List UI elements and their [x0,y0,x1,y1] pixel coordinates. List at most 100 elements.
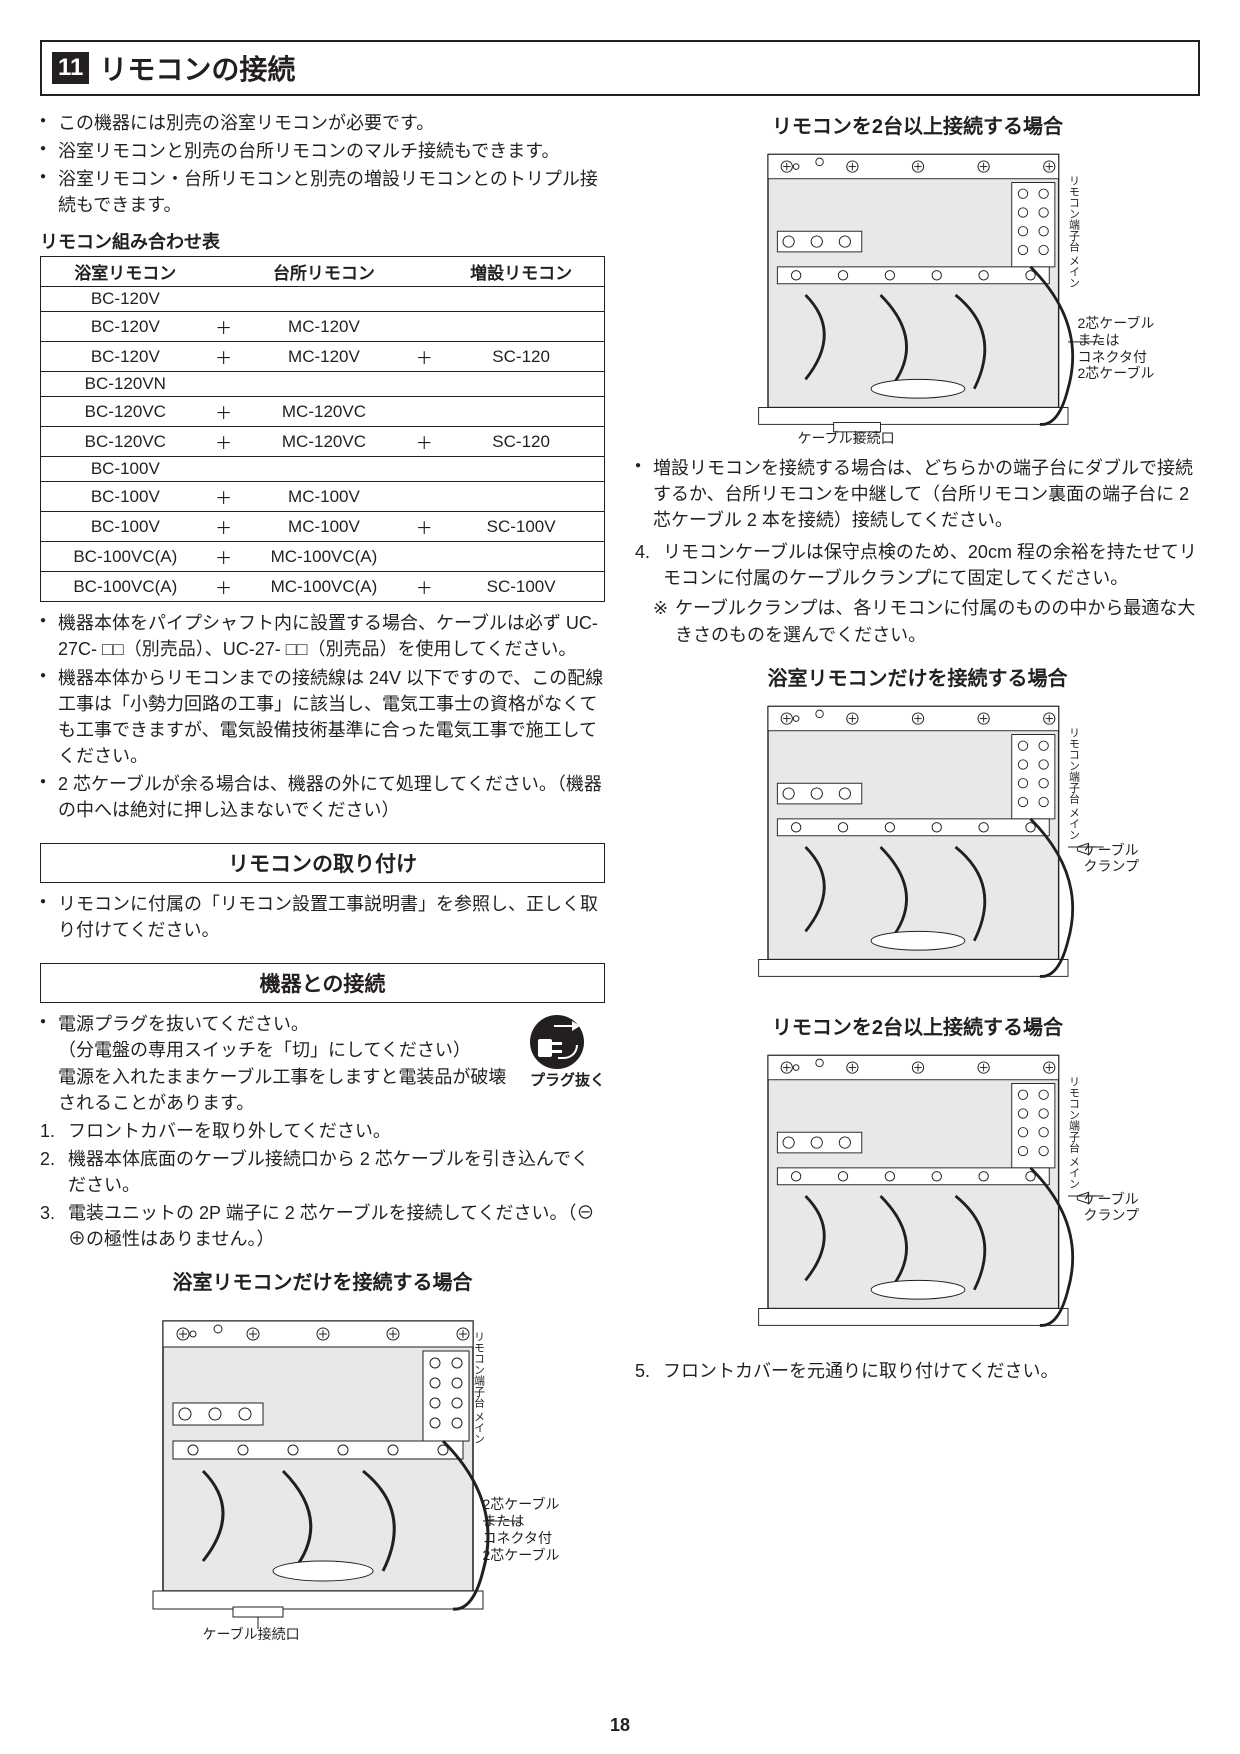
table-cell: ＋ [210,312,238,342]
table-cell: ＋ [410,512,438,542]
table-cell: BC-120V [41,342,210,372]
combination-table: 浴室リモコン 台所リモコン 増設リモコン BC-120VBC-120V＋MC-1… [40,256,605,602]
th-ext: 増設リモコン [438,257,604,287]
step4-note: ※ケーブルクランプは、各リモコンに付属のものの中から最適な大きさのものを選んでく… [635,595,1200,647]
sub-hdr-multi-top: リモコンを2台以上接続する場合 [635,110,1200,139]
table-cell: SC-120 [438,427,604,457]
sub-hdr-bath-only: 浴室リモコンだけを接続する場合 [40,1266,605,1295]
table-cell: BC-120VN [41,372,210,397]
table-cell [438,372,604,397]
after-table-bullet: 機器本体からリモコンまでの接続線は 24V 以下ですので、この配線工事は「小勢力… [40,665,605,769]
table-cell [410,287,438,312]
diagram-label-vertical: リモコン端子台 メイン [1066,1076,1079,1189]
step-item: 5.フロントカバーを元通りに取り付けてください。 [635,1358,1200,1384]
table-cell: ＋ [210,512,238,542]
intro-bullet: 浴室リモコンと別売の台所リモコンのマルチ接続もできます。 [40,138,605,164]
sub-hdr-bath-only-right: 浴室リモコンだけを接続する場合 [635,662,1200,691]
table-cell: BC-100VC(A) [41,542,210,572]
table-cell: ＋ [410,342,438,372]
table-cell: MC-120V [238,342,411,372]
page-title: 11 リモコンの接続 [40,40,1200,96]
table-cell [238,287,411,312]
diagram-label: ケーブルクランプ [1084,1191,1174,1225]
table-cell: BC-120V [41,312,210,342]
diagram-label: ケーブル接続口 [203,1626,300,1643]
table-cell [210,287,238,312]
right-column: リモコンを2台以上接続する場合 2芯ケーブルまたはコネクタ付2芯ケーブルケーブル… [635,110,1200,1641]
install-bullets: リモコンに付属の「リモコン設置工事説明書」を参照し、正しく取り付けてください。 [40,891,605,943]
sub-hdr-multi-bottom: リモコンを2台以上接続する場合 [635,1011,1200,1040]
table-cell [410,542,438,572]
step-item: 1.フロントカバーを取り外してください。 [40,1118,605,1144]
connect-bullets: 電源プラグを抜いてください。 （分電盤の専用スイッチを「切」にしてください） 電… [40,1011,605,1115]
table-cell: ＋ [210,572,238,602]
table-cell [438,542,604,572]
table-cell [410,372,438,397]
table-cell [438,457,604,482]
section-title-text: リモコンの接続 [99,48,295,88]
table-cell [238,372,411,397]
diagram-multi-bottom: ケーブルクランプリモコン端子台 メイン [718,1046,1118,1346]
intro-bullet: この機器には別売の浴室リモコンが必要です。 [40,110,605,136]
table-cell: BC-120VC [41,427,210,457]
table-cell: BC-100V [41,512,210,542]
table-cell: MC-100V [238,512,411,542]
table-cell [438,397,604,427]
intro-bullet: 浴室リモコン・台所リモコンと別売の増設リモコンとのトリプル接続もできます。 [40,166,605,218]
right-bullets: 増設リモコンを接続する場合は、どちらかの端子台にダブルで接続するか、台所リモコン… [635,455,1200,533]
table-cell [410,482,438,512]
table-cell [410,457,438,482]
table-cell: MC-120VC [238,427,411,457]
th-sep [210,257,238,287]
diagram-label-vertical: リモコン端子台 メイン [1066,727,1079,840]
diagram-multi-top: 2芯ケーブルまたはコネクタ付2芯ケーブルケーブル接続口リモコン端子台 メイン [718,145,1118,445]
page-number: 18 [0,1715,1240,1736]
after-table-bullet: 2 芯ケーブルが余る場合は、機器の外にて処理してください。（機器の中へは絶対に押… [40,771,605,823]
table-cell: ＋ [210,482,238,512]
step-item: 3.電装ユニットの 2P 端子に 2 芯ケーブルを接続してください。（⊖ ⊕の極… [40,1200,605,1252]
diagram-bath-only-left: 2芯ケーブルまたはコネクタ付2芯ケーブルケーブル接続口リモコン端子台 メイン [123,1301,523,1641]
table-cell: ＋ [210,427,238,457]
intro-bullets: この機器には別売の浴室リモコンが必要です。 浴室リモコンと別売の台所リモコンのマ… [40,110,605,218]
diagram-label-vertical: リモコン端子台 メイン [471,1331,484,1444]
table-cell [438,312,604,342]
after-table-bullet: 機器本体をパイプシャフト内に設置する場合、ケーブルは必ず UC-27C- □□（… [40,610,605,662]
table-cell: MC-100V [238,482,411,512]
table-cell: ＋ [410,572,438,602]
table-cell: SC-100V [438,512,604,542]
diagram-bath-only-right: ケーブルクランプリモコン端子台 メイン [718,697,1118,997]
table-cell [438,482,604,512]
table-cell [410,397,438,427]
th-kitchen: 台所リモコン [238,257,411,287]
table-cell: SC-120 [438,342,604,372]
table-cell [210,372,238,397]
after-table-bullets: 機器本体をパイプシャフト内に設置する場合、ケーブルは必ず UC-27C- □□（… [40,610,605,823]
table-cell: ＋ [210,397,238,427]
step-5: 5.フロントカバーを元通りに取り付けてください。 [635,1358,1200,1384]
step-item: 2.機器本体底面のケーブル接続口から 2 芯ケーブルを引き込んでください。 [40,1146,605,1198]
table-cell: BC-120VC [41,397,210,427]
table-cell: ＋ [210,342,238,372]
diagram-label: ケーブル接続口 [798,430,895,447]
table-cell: MC-120VC [238,397,411,427]
diagram-label-vertical: リモコン端子台 メイン [1066,175,1079,288]
step-item: 4.リモコンケーブルは保守点検のため、20cm 程の余裕を持たせてリモコンに付属… [635,539,1200,591]
th-bath: 浴室リモコン [41,257,210,287]
th-sep [410,257,438,287]
table-cell: MC-100VC(A) [238,542,411,572]
install-bullet: リモコンに付属の「リモコン設置工事説明書」を参照し、正しく取り付けてください。 [40,891,605,943]
connect-bullet: 電源プラグを抜いてください。 （分電盤の専用スイッチを「切」にしてください） 電… [40,1011,605,1115]
table-cell: SC-100V [438,572,604,602]
diagram-label: 2芯ケーブルまたはコネクタ付2芯ケーブル [1078,315,1178,382]
table-cell [410,312,438,342]
right-bullet: 増設リモコンを接続する場合は、どちらかの端子台にダブルで接続するか、台所リモコン… [635,455,1200,533]
table-cell: ＋ [210,542,238,572]
install-heading: リモコンの取り付け [40,843,605,883]
connect-heading: 機器との接続 [40,963,605,1003]
table-cell [438,287,604,312]
table-cell [210,457,238,482]
diagram-label: ケーブルクランプ [1084,842,1174,876]
diagram-label: 2芯ケーブルまたはコネクタ付2芯ケーブル [483,1496,583,1563]
table-cell: BC-120V [41,287,210,312]
table-cell: MC-100VC(A) [238,572,411,602]
